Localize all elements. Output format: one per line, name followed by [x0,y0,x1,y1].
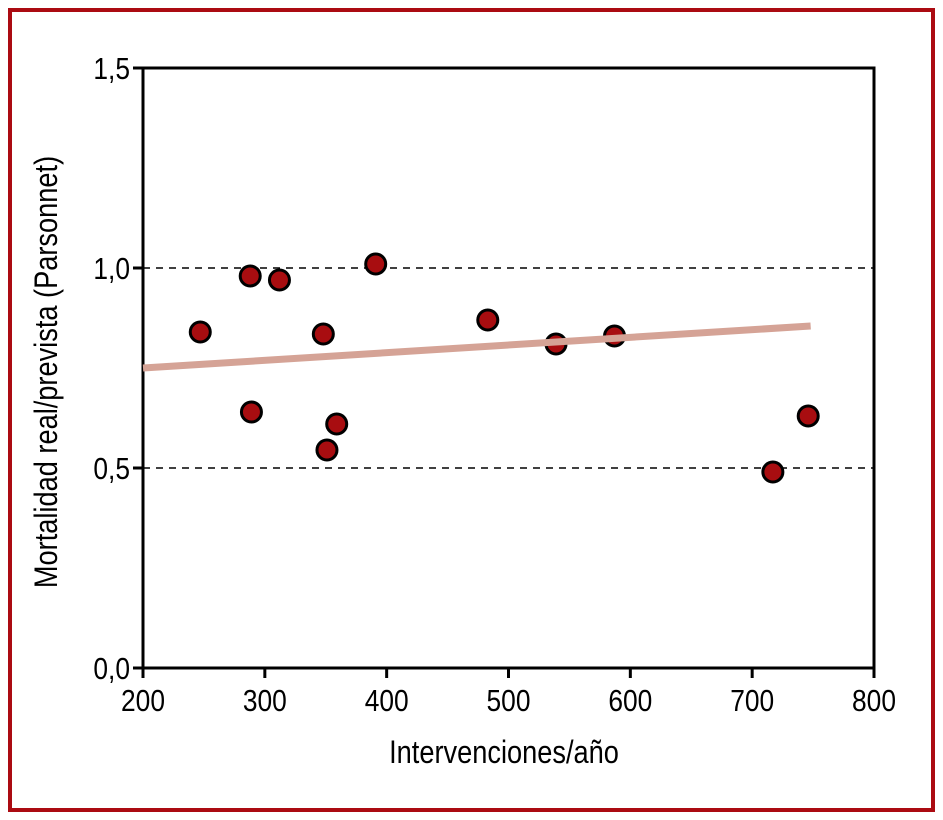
x-tick-label: 700 [730,684,774,718]
y-tick-label: 0,5 [93,452,130,486]
data-point [476,308,500,332]
data-point [188,320,212,344]
x-tick-label: 400 [365,684,409,718]
x-tick-label: 300 [243,684,287,718]
data-point [761,460,785,484]
data-point [325,412,349,436]
data-point [315,438,339,462]
x-tick-label: 500 [487,684,531,718]
data-point [267,268,291,292]
data-point [311,322,335,346]
y-tick-label: 1,0 [93,252,130,286]
data-point [796,404,820,428]
y-axis-title: Mortalidad real/prevista (Parsonnet) [29,156,65,588]
data-point [239,400,263,424]
x-tick-label: 600 [608,684,652,718]
y-tick-label: 0,0 [93,652,130,686]
data-point [364,252,388,276]
data-point [238,264,262,288]
y-tick-label: 1,5 [93,52,130,86]
x-tick-label: 200 [121,684,165,718]
trend-line [142,322,811,372]
chart-generated-layer: 0,0 0,5 1,0 1,5 200 300 400 500 600 700 800 [93,52,896,718]
plot-frame [141,66,876,670]
x-axis-title: Intervenciones/año [389,735,619,771]
x-tick-label: 800 [852,684,896,718]
